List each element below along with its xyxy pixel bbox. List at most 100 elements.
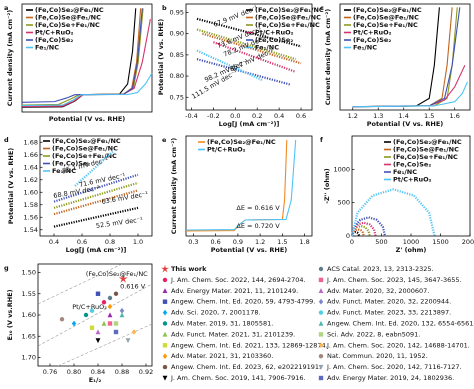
marker — [113, 291, 119, 296]
legend-label: (Fe,Co)Se@Fe₁/NC — [353, 14, 419, 22]
marker — [89, 325, 95, 330]
x-axis-label: Log[J (mA cm⁻²)] — [219, 120, 280, 128]
marker — [125, 338, 131, 344]
plot-frame — [21, 3, 153, 113]
annotation: 63.6 mV dec⁻¹ — [101, 190, 149, 206]
x-tick-label: 0.88 — [115, 368, 129, 376]
legend-label: Adv. Funct. Mater. 2023, 33, 2213897. — [327, 309, 451, 317]
legend-label: (Fe,Co)Se+Fe₁/NC — [353, 21, 418, 29]
marker — [118, 274, 128, 283]
legend-label: Adv. Mater. 2019, 31, 1805581. — [171, 320, 273, 328]
marker — [119, 307, 125, 314]
series-line — [196, 49, 264, 82]
y-tick-label: 1.56 — [24, 213, 38, 221]
legend-label: (Fe,Co)Se₂ — [353, 36, 391, 44]
y-tick-label: 0 — [346, 232, 350, 240]
annotation: ΔE = 0.616 V — [236, 204, 280, 212]
y-axis-label: -Z'' (ohm) — [323, 168, 331, 203]
legend-label: (Fe,Co)Se@Fe₁/NC — [255, 14, 321, 22]
marker — [318, 320, 324, 326]
legend-label: J. Am. Chem. Soc. 2020, 142, 14688-14701… — [326, 341, 470, 349]
marker — [107, 303, 113, 310]
legend-label: Pt/C+RuO₂ — [35, 29, 74, 37]
legend-label: Angew. Chem. Int. Ed. 2020, 132, 6554-65… — [327, 320, 474, 328]
marker — [95, 291, 101, 296]
marker — [162, 321, 168, 326]
legend-label: (Fe,Co)Se@Fe₁/NC — [35, 14, 101, 22]
x-tick-label: 1.0 — [133, 238, 143, 246]
series-line — [53, 189, 139, 216]
legend-label: Fe₁/NC — [353, 44, 377, 52]
legend-label: Adv. Mater. 2021, 31, 2103360. — [171, 352, 273, 360]
y-tick-label: 1.55 — [22, 290, 36, 298]
legend-label: This work — [171, 265, 207, 273]
x-axis-label: E₁/₂ — [89, 376, 102, 384]
x-tick-label: -0.4 — [185, 112, 198, 120]
marker — [83, 312, 89, 318]
series-line — [352, 81, 468, 108]
legend-label: (Fe,Co)Se₂@Fe₁/NC — [353, 6, 422, 14]
y-tick-label: 1.50 — [22, 269, 36, 277]
marker — [162, 375, 168, 381]
legend-label: (Fe,Co)Se₂ — [255, 36, 293, 44]
marker — [162, 288, 168, 293]
x-tick-label: 0.76 — [43, 368, 57, 376]
legend-label: (Fe,Co)Se₂@Fe₁/NC — [35, 6, 104, 14]
x-axis-label: Log[J (mA cm⁻²)] — [66, 246, 127, 254]
x-tick-label: 1.2 — [255, 238, 265, 246]
legend-label: ACS Catal. 2023, 13, 2313-2325. — [327, 265, 434, 273]
series-line — [196, 17, 302, 48]
series-line — [53, 206, 139, 228]
panel-label: c — [320, 4, 324, 12]
legend-label: Sci. Adv. 2022, 8, eabn5091. — [327, 330, 420, 338]
x-axis-label: Potential (V vs. RHE) — [49, 115, 126, 123]
annotation: 0.616 V — [120, 282, 146, 290]
y-tick-label: 1.70 — [22, 354, 36, 362]
legend-label: (Fe,Co)Se₂ — [35, 36, 73, 44]
y-tick-label: 1.65 — [22, 332, 36, 340]
x-tick-label: 0.80 — [67, 368, 81, 376]
series-line — [21, 72, 153, 107]
y-tick-label: 1.66 — [24, 151, 38, 159]
marker — [101, 320, 107, 326]
x-tick-label: 1.3 — [373, 112, 383, 120]
legend-label: (Fe,Co)Se+Fe₁/NC — [393, 153, 458, 161]
series-line — [185, 139, 297, 231]
marker — [318, 354, 324, 359]
annotation: 68.8 mV dec⁻¹ — [53, 184, 101, 200]
plot-frame — [339, 3, 471, 111]
y-tick-label: 0.95 — [170, 8, 184, 16]
legend-label: J. Am. Chem. Soc. 2019, 141, 7906-7916. — [170, 374, 306, 382]
legend-label: Fe₁/NC — [52, 167, 76, 175]
marker — [162, 331, 168, 337]
legend-label: (Fe,Co)Se₂@Fe₁/NC — [393, 138, 462, 146]
x-tick-label: 0.6 — [210, 238, 220, 246]
marker — [107, 321, 113, 326]
x-tick-label: 1.6 — [450, 112, 460, 120]
marker — [107, 312, 113, 318]
marker — [318, 332, 324, 337]
y-tick-label: 1.68 — [24, 138, 38, 146]
panel-label: e — [162, 136, 167, 144]
x-tick-label: 1.4 — [399, 112, 409, 120]
y-axis-label: Potential (V vs. RHE) — [7, 148, 15, 225]
marker — [89, 308, 95, 313]
legend-label: Pt/C+RuO₂ — [393, 176, 432, 184]
x-tick-label: 0.84 — [91, 368, 105, 376]
x-axis-label: Potential (V vs. RHE) — [367, 120, 444, 128]
marker — [162, 364, 168, 370]
legend-label: Adv. Energy Mater. 2021, 11, 2101249. — [171, 287, 298, 295]
y-axis-label: E₁₀ (V vs.RHE) — [6, 289, 14, 340]
y-tick-label: 1.60 — [22, 311, 36, 319]
plot-frame — [37, 263, 153, 367]
legend-label: J. Am. Chem. Soc. 2020, 142, 7116-7127. — [326, 363, 462, 371]
annotation: ΔE = 0.720 V — [236, 222, 280, 230]
marker — [113, 321, 119, 326]
y-tick-label: 0.75 — [170, 93, 184, 101]
marker — [107, 295, 113, 301]
plot-frame — [185, 3, 313, 111]
marker — [162, 343, 168, 348]
x-tick-label: 0.4 — [49, 238, 59, 246]
legend-label: Fe₁/NC — [255, 44, 279, 52]
marker — [162, 353, 168, 360]
